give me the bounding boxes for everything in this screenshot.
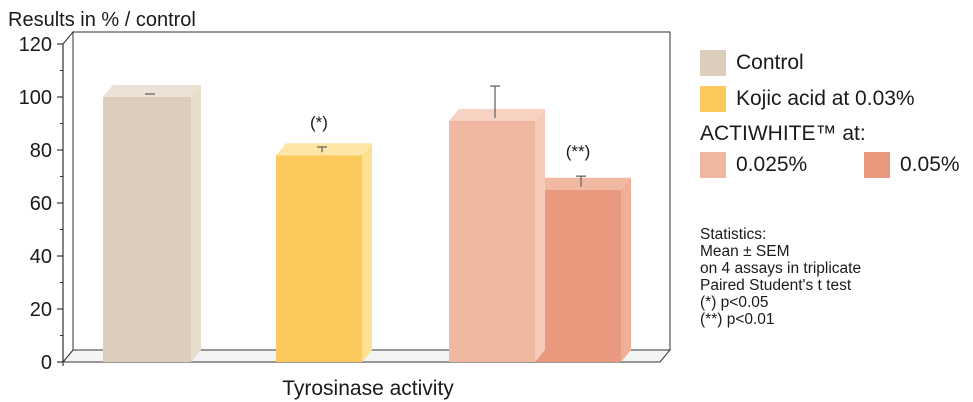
legend-swatch-005 xyxy=(864,152,890,178)
y-tick-label: 100 xyxy=(19,87,52,109)
y-axis-label: Results in % / control xyxy=(8,9,196,31)
significance-label: (**) xyxy=(566,142,591,161)
legend-item-kojic: Kojic acid at 0.03% xyxy=(700,86,915,112)
bar-chart: 0 20 40 60 80 100 120 (*) (**) Results in % / c… xyxy=(8,9,672,400)
bar-side xyxy=(191,85,201,362)
error-bars xyxy=(145,85,586,187)
stats-line: Statistics: xyxy=(700,226,767,243)
side-wall xyxy=(62,30,74,364)
significance-label: (*) xyxy=(310,113,328,132)
x-axis-label: Tyrosinase activity xyxy=(282,377,454,400)
legend-swatch-0025 xyxy=(700,152,726,178)
y-axis: 0 20 40 60 80 100 120 xyxy=(19,34,64,374)
y-tick-label: 80 xyxy=(30,140,52,162)
bar xyxy=(535,189,621,362)
legend-group-label: ACTIWHITE™ at: xyxy=(700,122,866,145)
bar-side xyxy=(535,108,545,362)
stats-line: on 4 assays in triplicate xyxy=(700,260,862,277)
legend-label-control: Control xyxy=(736,51,804,74)
bar-side xyxy=(621,177,631,362)
bar xyxy=(276,155,362,362)
y-tick-label: 60 xyxy=(30,193,52,215)
legend-item-actiwhite-005: 0.05% xyxy=(864,152,960,178)
bar-top xyxy=(535,177,631,190)
bars xyxy=(103,85,631,362)
legend-label-005: 0.05% xyxy=(900,153,960,176)
legend-item-actiwhite-0025: 0.025% xyxy=(700,152,807,178)
stats-line: Paired Student's t test xyxy=(700,277,852,294)
bar-top xyxy=(276,143,372,156)
annotations: (*) (**) xyxy=(310,113,590,161)
bar-top xyxy=(449,108,545,121)
legend-item-control: Control xyxy=(700,50,804,76)
statistics-note: Statistics: Mean ± SEM on 4 assays in tr… xyxy=(700,226,861,328)
bar-side xyxy=(362,143,372,362)
legend-label-kojic: Kojic acid at 0.03% xyxy=(736,87,915,110)
legend-swatch-control xyxy=(700,50,726,76)
stats-line: (**) p<0.01 xyxy=(700,311,775,328)
legend-label-0025: 0.025% xyxy=(736,153,808,176)
bar-top xyxy=(103,85,201,97)
bar xyxy=(103,97,191,362)
bar xyxy=(449,120,535,362)
stats-line: Mean ± SEM xyxy=(700,243,790,260)
y-tick-label: 0 xyxy=(41,352,52,374)
y-tick-label: 40 xyxy=(30,246,52,268)
legend-swatch-kojic xyxy=(700,86,726,112)
y-tick-label: 120 xyxy=(19,34,52,56)
stats-line: (*) p<0.05 xyxy=(700,294,769,311)
y-tick-label: 20 xyxy=(30,299,52,321)
